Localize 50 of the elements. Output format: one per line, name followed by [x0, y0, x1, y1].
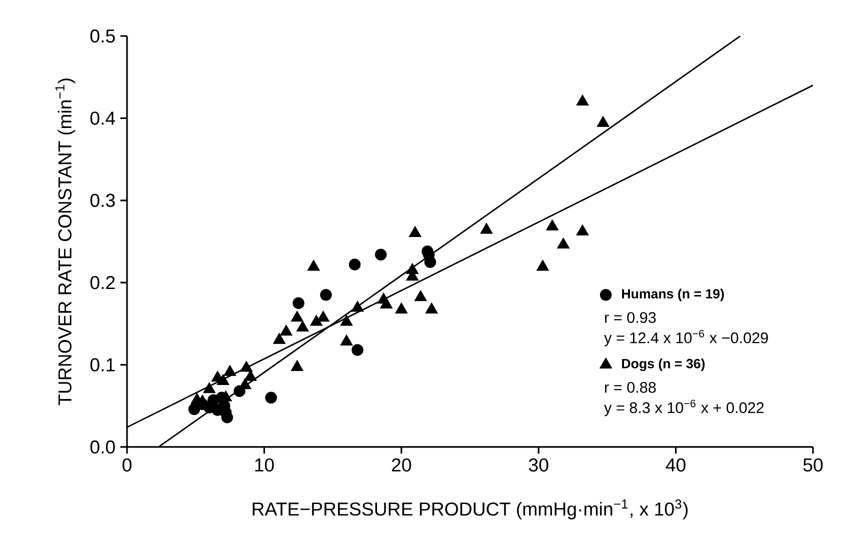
point: [290, 360, 304, 371]
point: [307, 260, 320, 271]
y-tick-label: 0.3: [90, 194, 115, 208]
point: [576, 224, 589, 236]
point: [351, 300, 364, 312]
x-tick-label: 10: [255, 458, 274, 472]
point: [576, 94, 589, 106]
point: [188, 403, 200, 416]
point: [280, 324, 292, 336]
point: [216, 374, 230, 385]
y-tick-label: 0.4: [90, 112, 116, 125]
y-tick-label: 0.5: [90, 29, 115, 43]
annotation: r = 0.88: [605, 382, 656, 393]
x-tick-label: 20: [392, 458, 412, 472]
x-axis-title: RATE−PRESSURE PRODUCT (mmHg·min$^{−1}$, x 10$^{3}$): [252, 499, 688, 520]
point: [557, 238, 570, 249]
x-tick-label: 30: [528, 458, 548, 472]
point: [395, 302, 408, 314]
annotation: r = 0.93: [605, 312, 656, 323]
point: [546, 220, 559, 230]
point: [220, 406, 232, 418]
annotation: y = 8.3 x 10$^{−6}$ x + 0.022: [604, 400, 764, 416]
x-tick-label: 0: [122, 458, 132, 472]
point: [240, 360, 253, 372]
point: [340, 334, 353, 346]
point: [203, 382, 216, 394]
point: [425, 302, 438, 314]
legend-label: Humans (n = 19): [622, 288, 724, 302]
x-tick-label: 50: [803, 458, 823, 472]
legend-label: Dogs (n = 36): [622, 358, 705, 372]
point: [340, 314, 353, 326]
point: [380, 298, 393, 309]
point: [310, 314, 323, 326]
annotation: y = 12.4 x 10$^{−6}$ x −0.029: [604, 330, 768, 346]
y-tick-label: 0.2: [90, 276, 115, 290]
point: [536, 260, 549, 271]
point: [290, 310, 304, 322]
point: [296, 320, 309, 332]
point: [408, 226, 422, 238]
y-tick-label: 0.1: [90, 358, 115, 372]
point: [596, 116, 610, 127]
y-tick-label: 0.0: [90, 440, 115, 454]
point: [352, 344, 364, 356]
x-tick-label: 40: [666, 458, 686, 472]
point: [480, 222, 493, 234]
y-axis-title: TURNOVER RATE CONSTANT (min$^{−1}$): [55, 78, 76, 406]
point: [224, 364, 236, 376]
point: [265, 392, 277, 404]
point: [414, 290, 427, 302]
point: [273, 332, 286, 344]
